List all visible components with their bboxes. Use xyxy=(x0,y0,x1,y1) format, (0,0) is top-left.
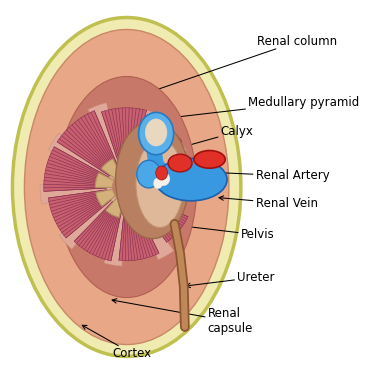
Polygon shape xyxy=(49,133,115,181)
Polygon shape xyxy=(59,196,117,249)
Ellipse shape xyxy=(168,154,192,172)
Ellipse shape xyxy=(155,159,227,201)
Ellipse shape xyxy=(145,119,167,146)
Polygon shape xyxy=(96,190,116,206)
Ellipse shape xyxy=(25,30,229,344)
Ellipse shape xyxy=(139,113,173,155)
Ellipse shape xyxy=(137,160,161,188)
Ellipse shape xyxy=(57,76,196,298)
Polygon shape xyxy=(101,159,121,179)
Text: Renal Vein: Renal Vein xyxy=(219,196,318,210)
Ellipse shape xyxy=(116,121,189,239)
Text: Cortex: Cortex xyxy=(82,325,152,360)
Polygon shape xyxy=(137,138,187,179)
Text: Renal
capsule: Renal capsule xyxy=(112,299,253,335)
Polygon shape xyxy=(106,197,123,217)
Polygon shape xyxy=(101,108,146,168)
Polygon shape xyxy=(40,185,112,204)
Text: Renal Artery: Renal Artery xyxy=(213,169,329,183)
Polygon shape xyxy=(44,147,109,191)
Text: Medullary pyramid: Medullary pyramid xyxy=(149,96,360,122)
Polygon shape xyxy=(57,111,119,176)
Polygon shape xyxy=(130,110,162,174)
Text: Pelvis: Pelvis xyxy=(184,224,275,241)
Ellipse shape xyxy=(157,172,170,186)
Polygon shape xyxy=(133,199,174,260)
Ellipse shape xyxy=(136,139,184,227)
Polygon shape xyxy=(119,205,159,261)
Text: Ureter: Ureter xyxy=(186,271,275,288)
Ellipse shape xyxy=(153,178,162,189)
Polygon shape xyxy=(124,200,139,218)
Polygon shape xyxy=(139,196,188,242)
Polygon shape xyxy=(134,119,182,174)
Ellipse shape xyxy=(12,18,241,356)
Text: Calyx: Calyx xyxy=(162,125,254,154)
Polygon shape xyxy=(131,159,149,178)
Polygon shape xyxy=(104,201,126,266)
Polygon shape xyxy=(74,202,123,261)
Ellipse shape xyxy=(156,166,167,180)
Text: Renal column: Renal column xyxy=(151,35,337,92)
Polygon shape xyxy=(118,156,133,174)
Polygon shape xyxy=(88,103,123,174)
Ellipse shape xyxy=(194,150,225,168)
Polygon shape xyxy=(48,190,111,238)
Polygon shape xyxy=(95,173,114,187)
